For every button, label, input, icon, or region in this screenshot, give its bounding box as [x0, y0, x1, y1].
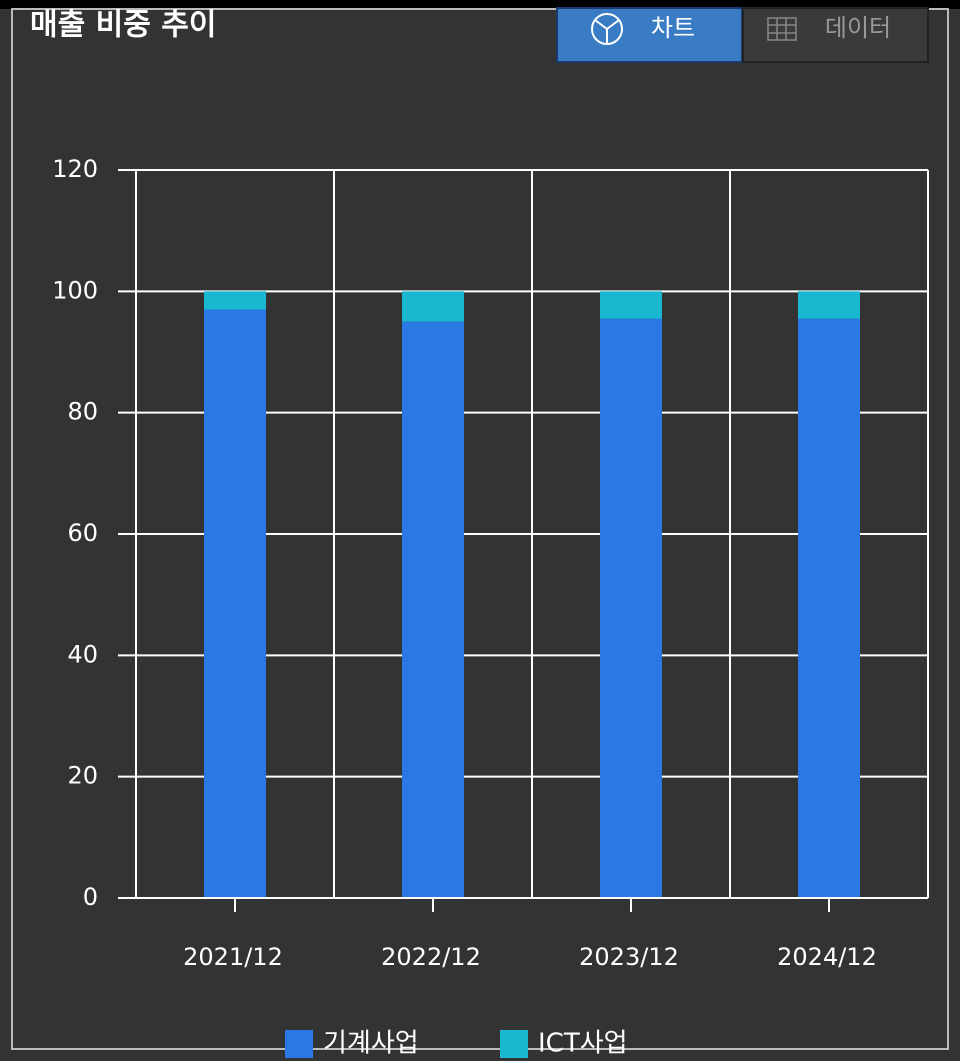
bar-segment [402, 321, 464, 899]
y-tick-label: 100 [52, 276, 98, 304]
bar-segment [600, 291, 662, 319]
tab-label[interactable]: 데이터 [825, 14, 891, 42]
x-tick-label: 2021/12 [183, 943, 283, 971]
tab-label[interactable]: 차트 [651, 14, 695, 42]
bar-segment [600, 318, 662, 899]
y-tick-label: 20 [67, 762, 98, 790]
legend-swatch [500, 1030, 528, 1058]
tab-chart-bg[interactable] [556, 7, 743, 63]
y-tick-label: 40 [67, 640, 98, 668]
bar-segment [798, 291, 860, 319]
chart-title: 매출 비중 추이 [30, 8, 217, 43]
y-tick-label: 80 [67, 398, 98, 426]
y-tick-label: 120 [52, 155, 98, 183]
bar-segment [204, 291, 266, 310]
tab-data-bg[interactable] [742, 7, 929, 63]
tab-chart[interactable]: 차트 [556, 7, 743, 63]
legend-swatch [285, 1030, 313, 1058]
grid-icon [767, 17, 797, 41]
legend-label: ICT사업 [538, 1029, 628, 1059]
x-tick-label: 2024/12 [777, 943, 877, 971]
tab-data[interactable]: 데이터 [742, 7, 929, 63]
x-tick-label: 2023/12 [579, 943, 679, 971]
bar-segment [402, 291, 464, 322]
status-band [0, 0, 960, 9]
x-tick-label: 2022/12 [381, 943, 481, 971]
legend-label: 기계사업 [323, 1029, 419, 1059]
bar-segment [798, 318, 860, 899]
bar-segment [204, 309, 266, 898]
y-tick-label: 60 [67, 519, 98, 547]
y-tick-label: 0 [83, 883, 98, 911]
panel-border [11, 8, 949, 1050]
pie-icon-lines [594, 19, 620, 44]
